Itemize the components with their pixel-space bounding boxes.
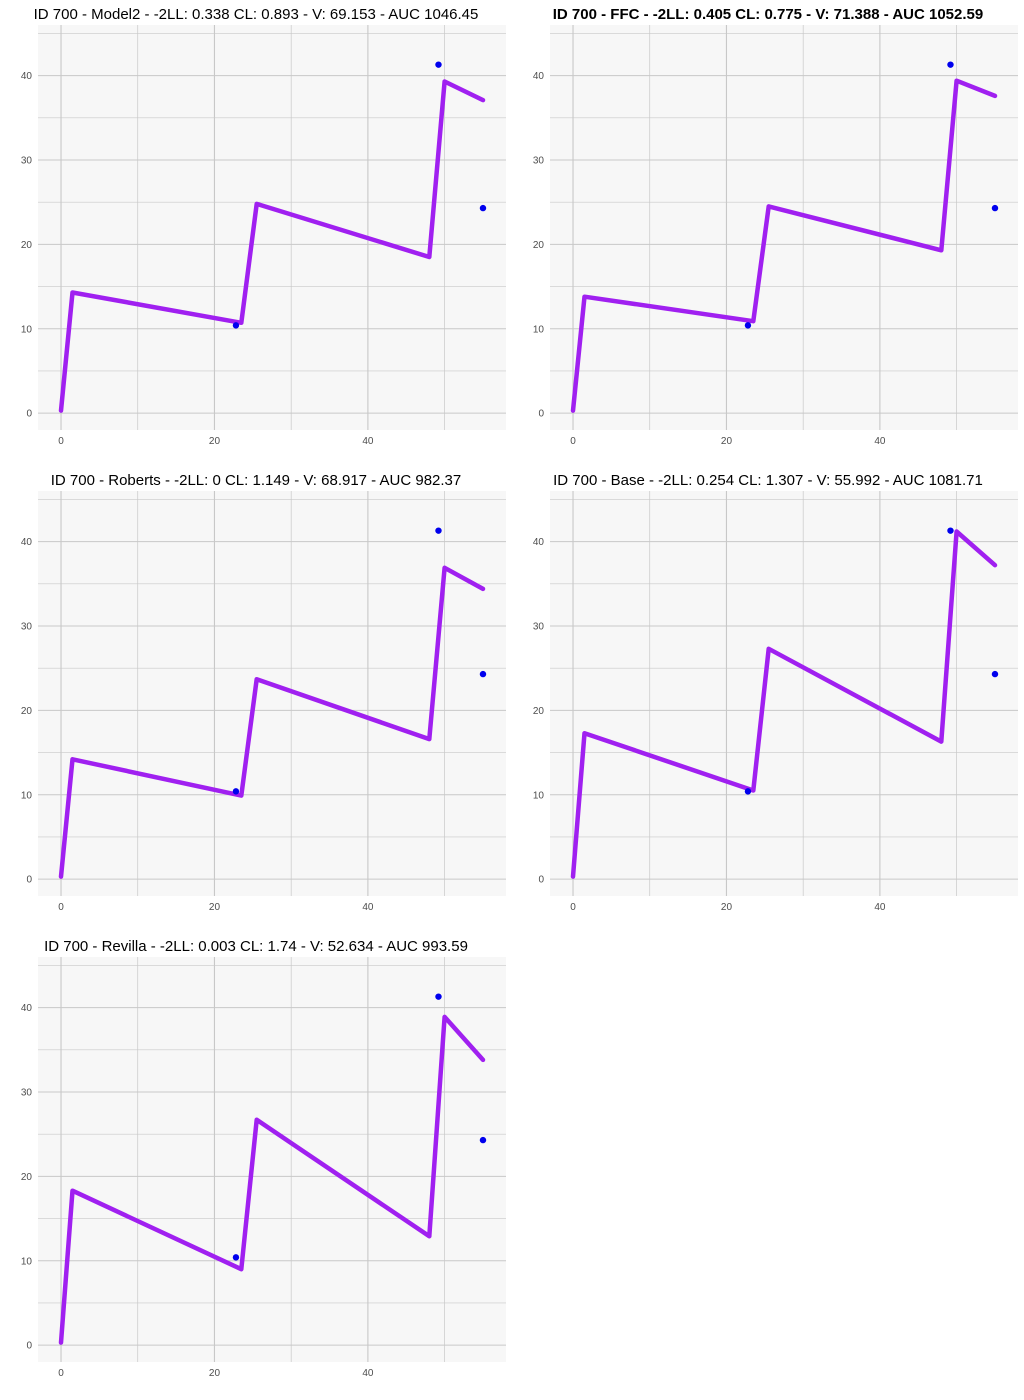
y-tick-label: 0 <box>538 875 544 886</box>
observation-point <box>947 527 954 534</box>
y-tick-label: 10 <box>533 790 545 801</box>
observation-point <box>435 527 442 534</box>
y-tick-label: 30 <box>533 156 545 167</box>
plot-background <box>38 25 506 430</box>
x-tick-label: 0 <box>58 902 64 913</box>
observation-point <box>232 322 240 329</box>
y-tick-label: 20 <box>533 706 545 717</box>
x-tick-label: 20 <box>209 1368 221 1379</box>
chart-svg: ID 700 - Revilla - -2LL: 0.003 CL: 1.74 … <box>21 938 506 1379</box>
y-tick-label: 10 <box>21 324 33 335</box>
x-tick-label: 20 <box>209 436 221 447</box>
chart-panel-3: ID 700 - Roberts - -2LL: 0 CL: 1.149 - V… <box>0 466 512 932</box>
prediction-line <box>58 565 486 879</box>
observation-point <box>479 1136 487 1144</box>
grid <box>38 957 506 1362</box>
y-tick-label: 20 <box>21 240 33 251</box>
y-tick-label: 0 <box>538 409 544 420</box>
chart-panel-2: ID 700 - FFC - -2LL: 0.405 CL: 0.775 - V… <box>512 0 1024 466</box>
x-tick-label: 20 <box>209 902 221 913</box>
x-tick-label: 40 <box>362 1368 374 1379</box>
x-tick-label: 40 <box>362 902 374 913</box>
chart-svg: ID 700 - Base - -2LL: 0.254 CL: 1.307 - … <box>533 472 1018 913</box>
observation-point <box>991 670 999 678</box>
y-tick-label: 20 <box>21 1172 33 1183</box>
observation-point <box>232 788 240 795</box>
plot-background <box>38 957 506 1362</box>
x-tick-label: 40 <box>874 436 886 447</box>
chart-title: ID 700 - Roberts - -2LL: 0 CL: 1.149 - V… <box>51 472 462 489</box>
chart-panel-5: ID 700 - Revilla - -2LL: 0.003 CL: 1.74 … <box>0 932 512 1398</box>
observation-point <box>991 204 999 212</box>
plot-background <box>550 25 1018 430</box>
observation-point <box>479 204 487 212</box>
y-tick-label: 20 <box>533 240 545 251</box>
prediction-line <box>58 79 486 413</box>
observation-point <box>435 61 442 68</box>
observation-point <box>947 61 954 68</box>
chart-panel-4: ID 700 - Base - -2LL: 0.254 CL: 1.307 - … <box>512 466 1024 932</box>
y-tick-label: 40 <box>21 1003 33 1014</box>
y-tick-label: 10 <box>21 1256 33 1267</box>
x-tick-label: 0 <box>58 436 64 447</box>
observation-point <box>744 322 752 329</box>
y-tick-label: 30 <box>21 622 33 633</box>
plot-background <box>38 491 506 896</box>
chart-title: ID 700 - Base - -2LL: 0.254 CL: 1.307 - … <box>553 472 983 489</box>
x-tick-label: 40 <box>362 436 374 447</box>
chart-title: ID 700 - FFC - -2LL: 0.405 CL: 0.775 - V… <box>553 6 983 23</box>
y-tick-label: 40 <box>533 537 545 548</box>
plot-background <box>550 491 1018 896</box>
grid <box>38 25 506 430</box>
x-tick-label: 40 <box>874 902 886 913</box>
y-tick-label: 0 <box>26 1341 32 1352</box>
y-tick-label: 30 <box>21 156 33 167</box>
y-tick-label: 0 <box>26 875 32 886</box>
observation-point <box>435 993 442 1000</box>
chart-svg: ID 700 - Roberts - -2LL: 0 CL: 1.149 - V… <box>21 472 506 913</box>
x-tick-label: 20 <box>721 436 733 447</box>
y-tick-label: 10 <box>21 790 33 801</box>
y-tick-label: 30 <box>533 622 545 633</box>
chart-title: ID 700 - Model2 - -2LL: 0.338 CL: 0.893 … <box>34 6 479 23</box>
y-tick-label: 40 <box>533 71 545 82</box>
x-tick-label: 0 <box>570 436 576 447</box>
observation-point <box>744 788 752 795</box>
y-tick-label: 40 <box>21 537 33 548</box>
prediction-line <box>570 529 998 879</box>
x-tick-label: 20 <box>721 902 733 913</box>
y-tick-label: 20 <box>21 706 33 717</box>
y-tick-label: 0 <box>26 409 32 420</box>
prediction-line <box>570 78 998 413</box>
grid <box>38 491 506 896</box>
observation-point <box>479 670 487 678</box>
y-tick-label: 30 <box>21 1088 33 1099</box>
chart-title: ID 700 - Revilla - -2LL: 0.003 CL: 1.74 … <box>44 938 468 955</box>
observation-point <box>232 1254 240 1261</box>
chart-svg: ID 700 - FFC - -2LL: 0.405 CL: 0.775 - V… <box>533 6 1018 447</box>
x-tick-label: 0 <box>570 902 576 913</box>
prediction-line <box>58 1014 486 1345</box>
y-tick-label: 10 <box>533 324 545 335</box>
x-tick-label: 0 <box>58 1368 64 1379</box>
chart-panel-1: ID 700 - Model2 - -2LL: 0.338 CL: 0.893 … <box>0 0 512 466</box>
grid <box>550 491 1018 896</box>
y-tick-label: 40 <box>21 71 33 82</box>
chart-svg: ID 700 - Model2 - -2LL: 0.338 CL: 0.893 … <box>21 6 506 447</box>
